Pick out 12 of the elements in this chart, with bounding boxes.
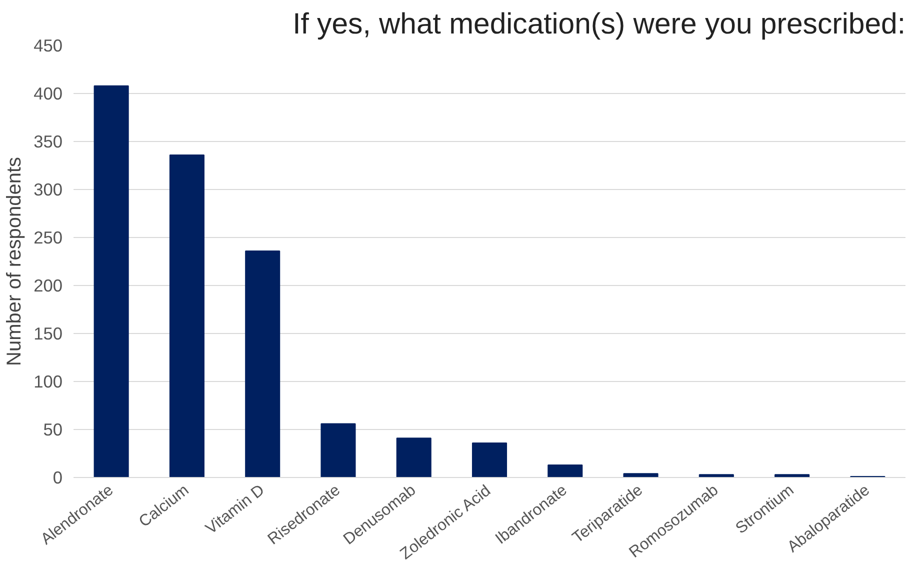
y-tick-label: 400 bbox=[34, 84, 63, 104]
y-axis-title: Number of respondents bbox=[4, 156, 26, 366]
y-tick-label: 50 bbox=[43, 420, 63, 440]
y-tick-label: 100 bbox=[34, 372, 63, 392]
y-tick-label: 300 bbox=[34, 180, 63, 200]
y-tick-label: 150 bbox=[34, 324, 63, 344]
y-tick-label: 200 bbox=[34, 276, 63, 296]
y-tick-label: 350 bbox=[34, 132, 63, 152]
y-tick-label: 450 bbox=[34, 36, 63, 56]
chart-title: If yes, what medication(s) were you prescribed: bbox=[292, 8, 906, 40]
y-tick-label: 0 bbox=[52, 468, 63, 488]
y-tick-label: 250 bbox=[34, 228, 63, 248]
